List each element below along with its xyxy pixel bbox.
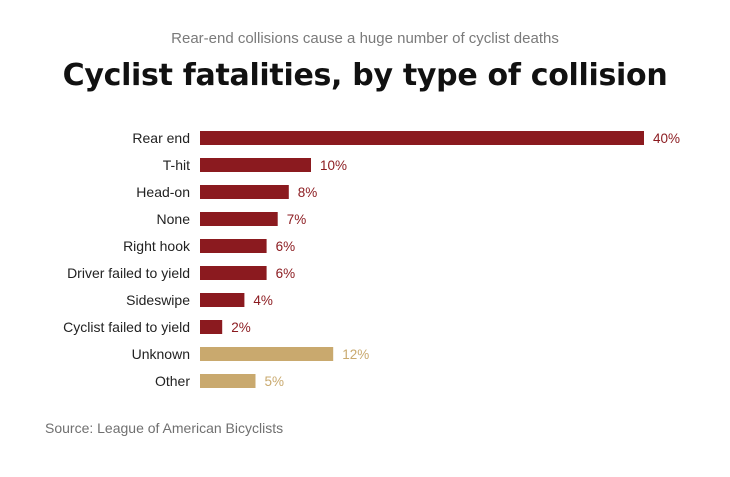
value-label: 7% (287, 212, 307, 227)
value-label: 10% (320, 158, 347, 173)
bar (200, 347, 334, 361)
bar (200, 266, 267, 280)
bar (200, 239, 267, 253)
value-label: 40% (653, 131, 680, 146)
category-label: Unknown (132, 346, 190, 362)
value-label: 2% (231, 320, 251, 335)
bar (200, 185, 289, 199)
category-label: Sideswipe (126, 292, 190, 308)
category-label: Driver failed to yield (67, 265, 190, 281)
bar (200, 293, 245, 307)
bar (200, 158, 311, 172)
bar (200, 131, 644, 145)
chart-subtitle: Rear-end collisions cause a huge number … (171, 30, 559, 47)
category-label: T-hit (163, 157, 190, 173)
value-label: 4% (253, 293, 273, 308)
value-label: 12% (342, 347, 369, 362)
bar (200, 320, 223, 334)
bar (200, 374, 256, 388)
value-label: 8% (298, 185, 318, 200)
value-label: 6% (276, 239, 296, 254)
bar (200, 212, 278, 226)
category-label: Rear end (132, 130, 190, 146)
value-label: 5% (265, 374, 285, 389)
category-label: Other (155, 373, 190, 389)
category-label: Cyclist failed to yield (63, 319, 190, 335)
source-note: Source: League of American Bicyclists (45, 420, 284, 436)
value-label: 6% (276, 266, 296, 281)
category-label: None (157, 211, 191, 227)
chart-title: Cyclist fatalities, by type of collision (62, 58, 668, 93)
category-label: Head-on (136, 184, 190, 200)
category-label: Right hook (123, 238, 191, 254)
